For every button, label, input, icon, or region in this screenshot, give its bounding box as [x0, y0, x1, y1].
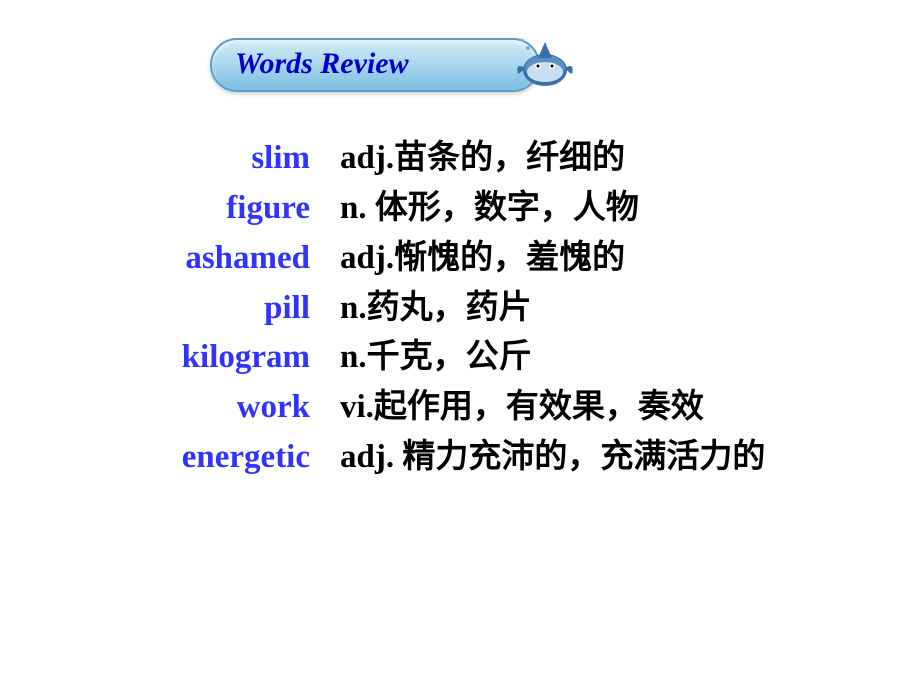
vocab-word: slim — [140, 135, 340, 183]
vocab-row: work vi.起作用，有效果，奏效 — [140, 384, 840, 432]
vocab-row: kilogram n.千克，公斤 — [140, 334, 840, 382]
vocab-row: figure n. 体形，数字，人物 — [140, 185, 840, 233]
vocab-word: kilogram — [140, 334, 340, 382]
fish-icon — [510, 30, 580, 100]
vocab-word: figure — [140, 185, 340, 233]
page-title: Words Review — [235, 47, 409, 81]
vocab-definition: vi.起作用，有效果，奏效 — [340, 384, 840, 432]
vocab-definition: n.药丸，药片 — [340, 285, 840, 333]
vocab-row: slim adj.苗条的，纤细的 — [140, 135, 840, 183]
vocab-row: ashamed adj.惭愧的，羞愧的 — [140, 235, 840, 283]
vocab-row: pill n.药丸，药片 — [140, 285, 840, 333]
vocab-definition: adj.惭愧的，羞愧的 — [340, 235, 840, 283]
title-badge: Words Review — [210, 30, 580, 100]
vocab-definition: adj.苗条的，纤细的 — [340, 135, 840, 183]
vocab-table: slim adj.苗条的，纤细的 figure n. 体形，数字，人物 asha… — [140, 135, 840, 484]
vocab-word: work — [140, 384, 340, 432]
vocab-word: pill — [140, 285, 340, 333]
vocab-row: energetic adj. 精力充沛的，充满活力的 — [140, 434, 840, 482]
vocab-definition: n.千克，公斤 — [340, 334, 840, 382]
vocab-definition: n. 体形，数字，人物 — [340, 185, 840, 233]
vocab-word: energetic — [140, 434, 340, 482]
vocab-word: ashamed — [140, 235, 340, 283]
vocab-definition: adj. 精力充沛的，充满活力的 — [340, 434, 840, 482]
